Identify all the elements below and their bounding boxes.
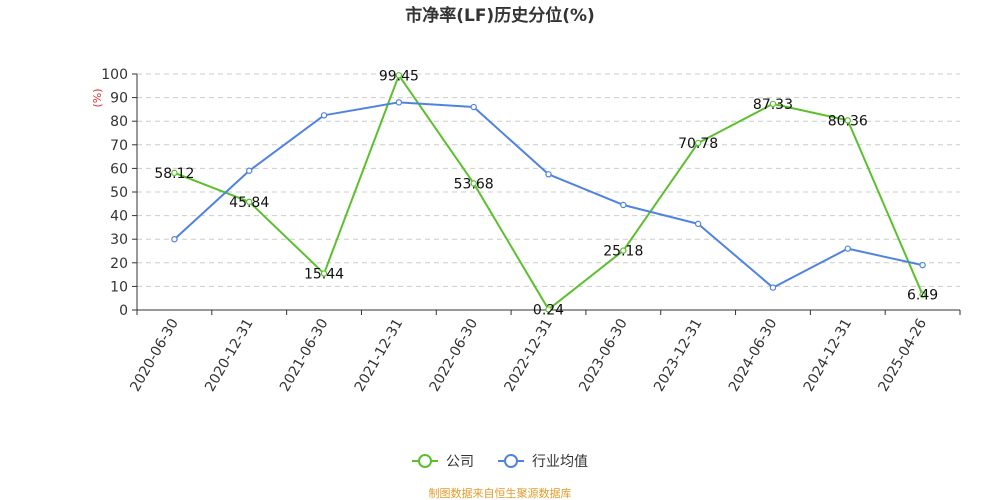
y-axis-label: (%) <box>91 88 104 107</box>
data-point[interactable] <box>246 167 253 174</box>
data-point[interactable] <box>694 139 702 147</box>
source-note: 制图数据来自恒生聚源数据库 <box>429 486 572 500</box>
x-tick-label: 2021-12-31 <box>352 316 407 394</box>
series-line-1 <box>173 101 923 289</box>
data-label: 25.18 <box>603 244 643 260</box>
data-point[interactable] <box>171 235 178 243</box>
x-tick-label: 2024-06-30 <box>726 316 781 394</box>
data-label: 58.12 <box>154 166 194 182</box>
data-point[interactable] <box>395 99 403 106</box>
axes <box>136 74 960 311</box>
x-axis-ticks: 2020-06-30 2020-12-31 2021-06-30 2021-12-31… <box>127 310 961 395</box>
y-tick-label: 40 <box>110 209 128 225</box>
y-tick-label: 10 <box>110 279 128 295</box>
data-labels: 58.12 45.84 15.44 99.45 53.68 0.24 25.18 70.78 8… <box>154 68 938 318</box>
data-point[interactable] <box>395 72 403 79</box>
data-point[interactable] <box>470 180 477 187</box>
data-point[interactable] <box>919 291 926 298</box>
y-tick-label: 60 <box>110 161 128 177</box>
data-point[interactable] <box>320 112 328 119</box>
legend-item-1[interactable]: 行业均值 <box>498 454 588 470</box>
data-label: 0.24 <box>533 302 564 318</box>
series-layer <box>171 72 926 313</box>
data-point[interactable] <box>320 270 328 277</box>
y-tick-label: 20 <box>110 256 128 272</box>
x-tick-label: 2024-12-31 <box>801 316 856 394</box>
series-line-0 <box>174 74 924 311</box>
data-label: 6.49 <box>907 288 938 304</box>
data-label: 15.44 <box>304 267 344 283</box>
data-label: 87.33 <box>753 97 793 113</box>
data-point[interactable] <box>769 100 777 108</box>
legend-marker <box>418 454 432 468</box>
data-label: 80.36 <box>828 113 868 129</box>
y-tick-label: 70 <box>110 138 128 154</box>
data-point[interactable] <box>694 220 702 228</box>
data-label: 45.84 <box>229 195 269 211</box>
x-tick-label: 2025-04-26 <box>876 316 931 395</box>
x-tick-label: 2022-06-30 <box>427 316 482 394</box>
data-point[interactable] <box>246 198 253 206</box>
data-point[interactable] <box>919 261 926 269</box>
data-point[interactable] <box>470 103 477 111</box>
x-tick-label: 2020-12-31 <box>202 316 257 394</box>
data-point[interactable] <box>844 245 851 252</box>
data-label: 99.45 <box>379 68 419 84</box>
y-tick-label: 0 <box>119 303 128 319</box>
x-tick-label: 2021-06-30 <box>277 316 332 394</box>
data-point[interactable] <box>545 306 552 313</box>
data-point[interactable] <box>620 201 627 209</box>
data-point[interactable] <box>769 284 777 291</box>
legend-item-0[interactable]: 公司 <box>412 454 474 470</box>
data-label: 53.68 <box>454 176 494 192</box>
x-tick-label: 2020-06-30 <box>127 316 182 394</box>
legend-marker <box>504 454 518 468</box>
data-point[interactable] <box>545 171 552 178</box>
legend-label: 公司 <box>446 454 474 470</box>
legend[interactable]: 公司 行业均值 <box>412 454 588 470</box>
chart-title: 市净率(LF)历史分位(%) <box>405 5 595 26</box>
gridlines <box>137 73 960 287</box>
x-tick-label: 2023-06-30 <box>576 316 631 394</box>
x-tick-label: 2022-12-31 <box>501 316 556 394</box>
data-label: 70.78 <box>678 136 718 152</box>
data-point[interactable] <box>844 117 851 124</box>
data-point[interactable] <box>620 247 627 254</box>
data-point[interactable] <box>171 169 178 177</box>
y-tick-label: 50 <box>110 185 128 201</box>
y-tick-label: 100 <box>101 67 128 83</box>
y-tick-label: 90 <box>110 91 128 107</box>
x-tick-label: 2023-12-31 <box>651 316 706 394</box>
y-tick-label: 80 <box>110 114 128 130</box>
legend-label: 行业均值 <box>532 454 588 470</box>
y-tick-label: 30 <box>110 232 128 248</box>
y-axis-ticks: 0 10 20 30 40 50 60 70 80 90 100 <box>101 67 137 319</box>
